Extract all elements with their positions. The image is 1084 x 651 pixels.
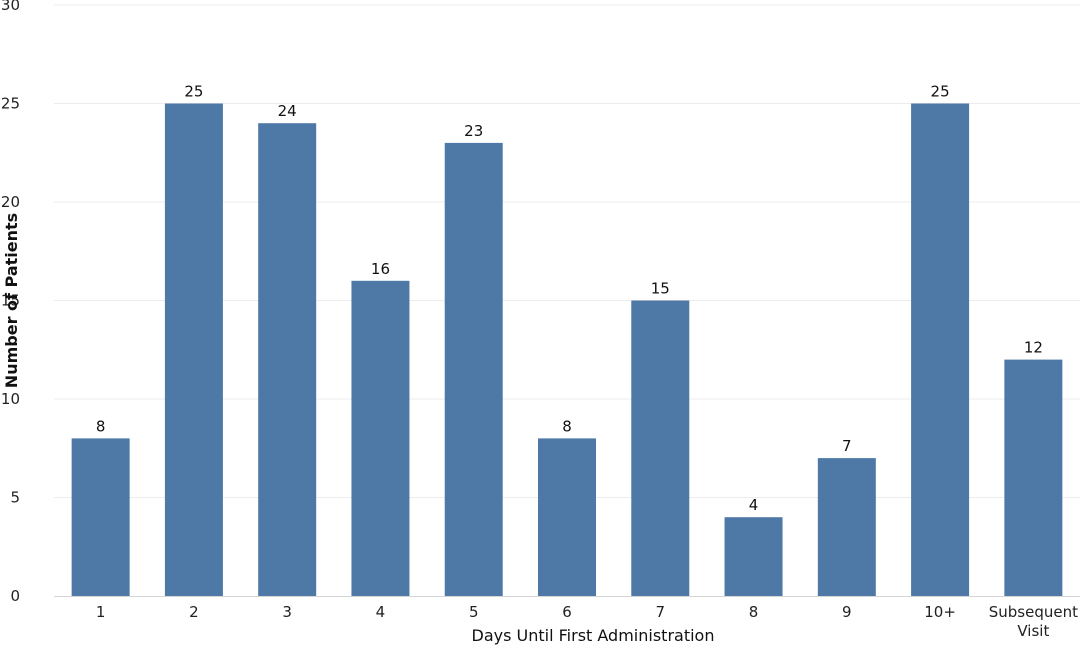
- bar-value-label: 8: [96, 417, 106, 435]
- bar: [164, 103, 223, 596]
- x-axis-title: Days Until First Administration: [472, 626, 715, 645]
- x-tick-label: 1: [96, 603, 106, 621]
- bar: [71, 438, 130, 596]
- bar-value-label: 12: [1024, 339, 1043, 357]
- x-tick-label: 2: [189, 603, 199, 621]
- bar-value-label: 25: [184, 83, 203, 101]
- bar-value-label: 25: [931, 83, 950, 101]
- y-tick-label: 25: [1, 95, 20, 113]
- bar: [817, 458, 876, 596]
- bar-value-label: 23: [464, 122, 483, 140]
- bar: [444, 142, 503, 596]
- y-axis-ticks: 0 5 10 15 20 25 30: [1, 0, 20, 605]
- x-tick-label: 9: [842, 603, 852, 621]
- x-tick-label: 7: [655, 603, 665, 621]
- bars: [71, 103, 1063, 596]
- bar: [631, 300, 690, 596]
- gridlines: [54, 4, 1080, 498]
- y-axis-title: Number of Patients: [2, 213, 21, 388]
- data-labels: 8 25 24 16 23 8 15 4 7 25 12: [96, 83, 1043, 515]
- y-tick-label: 5: [10, 489, 20, 507]
- x-tick-label: 10+: [924, 603, 956, 621]
- y-tick-label: 30: [1, 0, 20, 14]
- x-axis-ticks: 1 2 3 4 5 6 7 8 9 10+ Subsequent Visit: [96, 603, 1078, 640]
- x-tick-label: Subsequent Visit: [989, 603, 1078, 640]
- y-tick-label: 10: [1, 390, 20, 408]
- x-tick-label: 8: [749, 603, 759, 621]
- y-tick-label: 15: [1, 292, 20, 310]
- bar: [911, 103, 970, 596]
- bar: [1004, 359, 1063, 596]
- bar-value-label: 7: [842, 437, 852, 455]
- bar-value-label: 8: [562, 417, 572, 435]
- x-tick-label: 5: [469, 603, 479, 621]
- x-tick-label: 4: [376, 603, 386, 621]
- bar: [538, 438, 596, 596]
- bar-value-label: 15: [651, 280, 670, 298]
- bar-value-label: 24: [278, 102, 297, 120]
- bar: [258, 123, 317, 596]
- y-tick-label: 0: [10, 587, 20, 605]
- x-tick-label: 3: [282, 603, 292, 621]
- bar: [351, 280, 410, 596]
- bar-value-label: 16: [371, 260, 390, 278]
- bar: [724, 517, 783, 596]
- bar-value-label: 4: [749, 496, 759, 514]
- y-tick-label: 20: [1, 193, 20, 211]
- x-tick-label: 6: [562, 603, 572, 621]
